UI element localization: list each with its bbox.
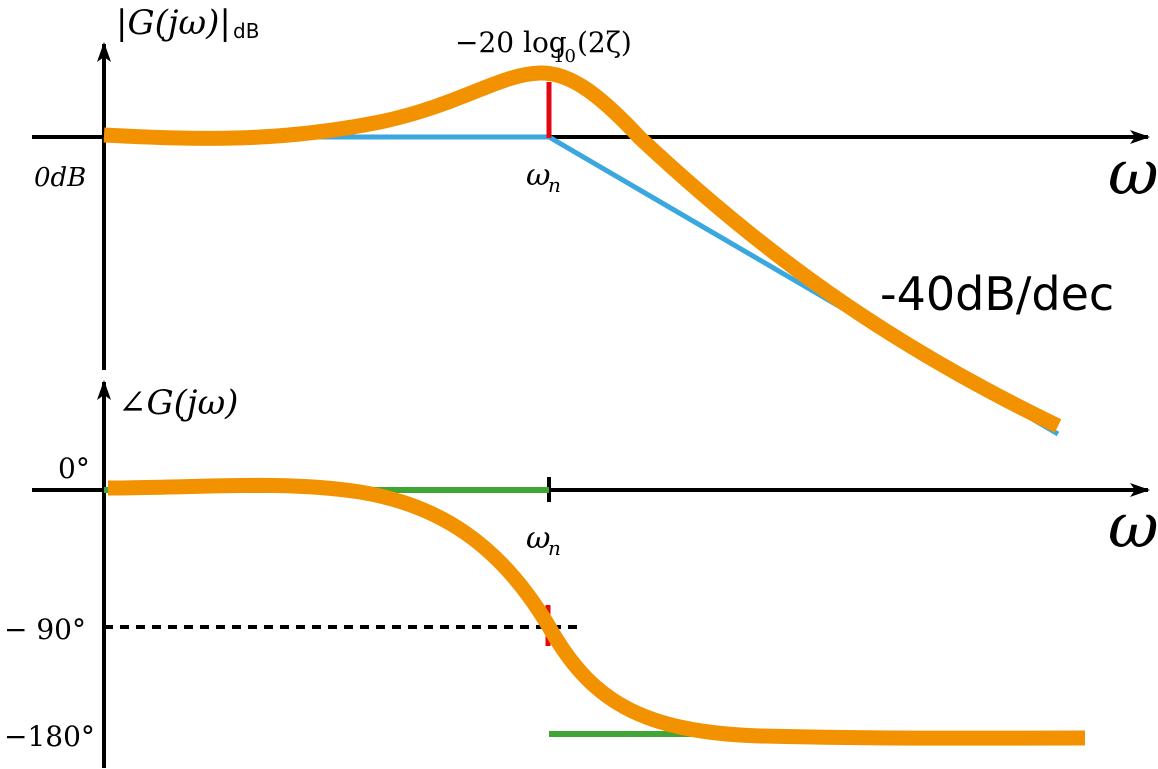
magnitude-actual-curve: [103, 65, 1062, 433]
peak-label: −20 log 10 (2ζ): [455, 26, 632, 67]
svg-text:10: 10: [553, 46, 576, 67]
svg-text:n: n: [548, 536, 561, 560]
svg-text:ω: ω: [526, 521, 550, 556]
magnitude-x-axis-symbol: ω: [1108, 136, 1158, 209]
magnitude-corner-label: ω n: [526, 158, 561, 197]
slope-label: -40dB/dec: [880, 267, 1114, 321]
phase-plot: ∠G(jω) 0° − 90° −180° ω n ω: [4, 380, 1158, 768]
svg-text:ω: ω: [526, 158, 550, 193]
magnitude-axis-label: |G(jω)|: [116, 3, 231, 43]
svg-text:−20 log: −20 log: [455, 26, 567, 59]
phase-corner-label: ω n: [526, 521, 561, 560]
svg-text:n: n: [548, 173, 561, 197]
phase-x-axis-symbol: ω: [1108, 489, 1158, 562]
zero-db-label: 0dB: [34, 163, 86, 193]
phase-tick-minus90: − 90°: [4, 613, 86, 646]
phase-tick-minus180: −180°: [4, 720, 95, 753]
magnitude-axis-label-sub: dB: [233, 19, 259, 43]
phase-actual-curve: [107, 477, 1086, 746]
magnitude-plot: |G(jω)| dB 0dB −20 log 10 (2ζ) ω n -40dB…: [32, 3, 1158, 437]
phase-axis-label: ∠G(jω): [118, 383, 238, 423]
svg-text:(2ζ): (2ζ): [577, 26, 632, 59]
phase-tick-0: 0°: [58, 452, 90, 485]
